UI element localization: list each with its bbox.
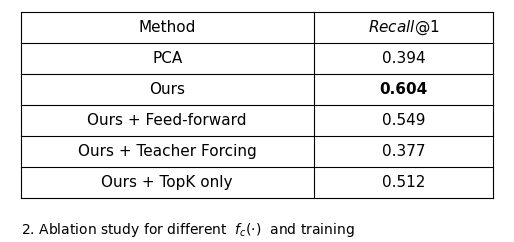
Text: 0.394: 0.394: [382, 51, 426, 66]
Text: 0.512: 0.512: [382, 175, 425, 190]
Text: 0.377: 0.377: [382, 144, 426, 159]
Text: Ours + TopK only: Ours + TopK only: [101, 175, 233, 190]
Text: Method: Method: [138, 20, 196, 35]
Text: Ours: Ours: [149, 82, 185, 97]
Text: $\mathit{Recall}$@1: $\mathit{Recall}$@1: [368, 18, 439, 37]
Text: PCA: PCA: [152, 51, 182, 66]
Text: 0.549: 0.549: [382, 113, 426, 128]
Text: 0.604: 0.604: [379, 82, 428, 97]
Text: Ours + Teacher Forcing: Ours + Teacher Forcing: [78, 144, 256, 159]
Text: Ours + Feed-forward: Ours + Feed-forward: [87, 113, 247, 128]
Text: 2. Ablation study for different  $f_c(\cdot)$  and training: 2. Ablation study for different $f_c(\cd…: [21, 221, 354, 239]
